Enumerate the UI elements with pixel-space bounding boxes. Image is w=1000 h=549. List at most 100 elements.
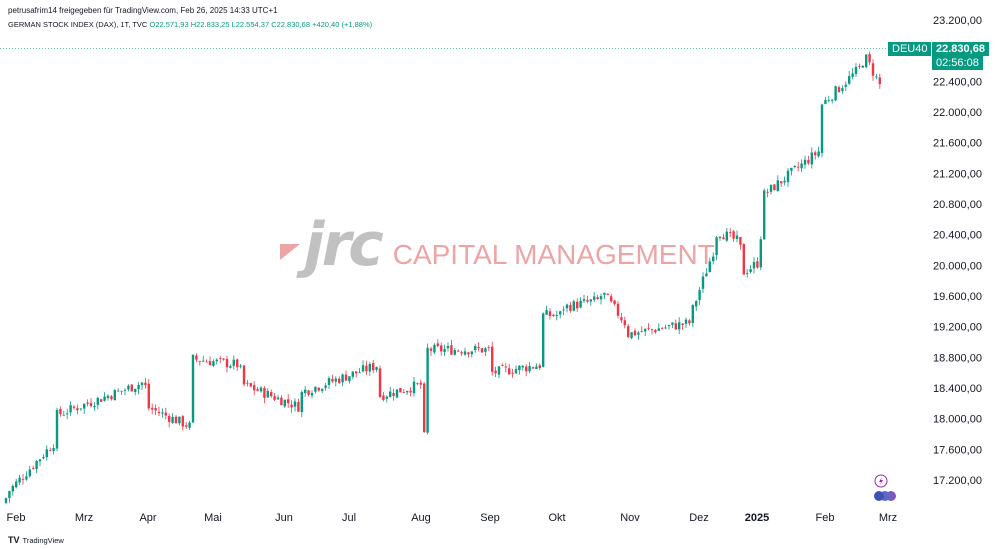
down-candle <box>640 331 643 332</box>
month-tick-label: Nov <box>620 512 640 524</box>
up-candle <box>348 376 351 382</box>
down-candle <box>392 392 395 396</box>
down-candle <box>576 301 579 309</box>
up-candle <box>865 54 868 68</box>
up-candle <box>188 422 191 428</box>
up-candle <box>4 498 8 503</box>
down-candle <box>681 323 684 325</box>
month-tick-label: Feb <box>816 512 835 524</box>
up-candle <box>395 389 399 398</box>
time-axis: Feb Mrz Apr Mai Jun Jul Aug Sep Okt Nov Dez 2025 Feb… <box>7 512 898 524</box>
footer-brand: TradingView <box>22 535 64 545</box>
down-candle <box>270 392 273 397</box>
down-candle <box>208 361 212 366</box>
down-candle <box>21 479 25 480</box>
up-candle <box>637 332 640 335</box>
up-candle <box>725 231 728 241</box>
up-candle <box>824 100 827 104</box>
up-candle <box>518 365 521 371</box>
symbol-name: GERMAN STOCK INDEX (DAX), 1T, TVC <box>8 20 148 29</box>
chart-event-icons[interactable] <box>871 474 901 513</box>
up-candle <box>667 325 671 327</box>
down-candle <box>72 406 76 408</box>
down-candle <box>49 450 52 451</box>
down-candle <box>290 404 293 408</box>
price-tick-label: 18.400,00 <box>933 383 982 395</box>
down-candle <box>157 411 161 414</box>
up-candle <box>535 366 538 370</box>
down-candle <box>249 383 252 387</box>
up-candle <box>341 374 344 383</box>
down-candle <box>633 330 637 336</box>
up-candle <box>412 381 416 394</box>
up-candle <box>657 328 660 331</box>
down-candle <box>429 348 433 351</box>
up-candle <box>123 389 127 391</box>
up-candle <box>746 273 749 275</box>
up-candle <box>324 385 327 388</box>
up-candle <box>96 397 99 405</box>
up-candle <box>763 190 766 240</box>
month-tick-label: Mai <box>204 512 222 524</box>
up-candle <box>698 290 701 301</box>
down-candle <box>569 305 572 311</box>
down-candle <box>616 303 620 316</box>
down-candle <box>766 191 769 193</box>
up-candle <box>630 332 633 339</box>
ohlc-values: O22.571,93 H22.833,25 L22.554,37 C22.830… <box>149 20 373 29</box>
down-candle <box>440 345 443 352</box>
down-candle <box>402 392 405 394</box>
up-candle <box>83 403 86 409</box>
month-tick-label: Okt <box>548 512 565 524</box>
up-candle <box>841 88 844 92</box>
up-candle <box>735 235 739 239</box>
down-candle <box>491 346 494 372</box>
down-candle <box>508 368 511 375</box>
up-candle <box>66 413 69 415</box>
up-candle <box>426 347 429 433</box>
up-candle <box>361 365 365 372</box>
tradingview-logo-icon: TV <box>8 535 20 545</box>
footer: TV TradingView <box>8 535 64 545</box>
down-candle <box>409 390 412 393</box>
up-candle <box>385 396 388 399</box>
price-axis: 23.200,0022.800,0022.400,0022.000,0021.6… <box>933 15 982 487</box>
up-candle <box>113 390 116 401</box>
up-candle <box>470 351 473 355</box>
up-candle <box>749 269 752 273</box>
up-candle <box>565 304 569 309</box>
month-tick-label: Aug <box>411 512 431 524</box>
down-candle <box>89 402 93 407</box>
down-candle <box>365 365 368 372</box>
price-tick-label: 17.200,00 <box>933 475 982 487</box>
down-candle <box>151 407 154 410</box>
down-candle <box>120 390 123 392</box>
up-candle <box>368 363 371 372</box>
up-candle <box>212 361 215 366</box>
up-candle <box>644 328 647 332</box>
down-candle <box>280 397 283 406</box>
down-candle <box>858 66 861 67</box>
up-candle <box>484 348 487 352</box>
candles-layer <box>4 51 881 505</box>
down-candle <box>372 363 375 371</box>
down-candle <box>814 152 817 156</box>
up-candle <box>793 165 796 168</box>
down-candle <box>100 399 103 402</box>
dividend-events-icon[interactable] <box>874 491 896 501</box>
up-candle <box>117 390 120 392</box>
up-candle <box>171 416 174 423</box>
price-tick-label: 21.600,00 <box>933 138 982 150</box>
lightning-event-icon[interactable] <box>874 474 888 488</box>
down-candle <box>494 370 497 374</box>
up-candle <box>191 354 195 423</box>
down-candle <box>168 415 171 422</box>
up-candle <box>854 66 858 74</box>
up-candle <box>817 151 820 157</box>
up-candle <box>718 236 722 239</box>
down-candle <box>263 387 266 398</box>
up-candle <box>327 378 331 385</box>
up-candle <box>579 300 582 308</box>
down-candle <box>181 416 184 427</box>
